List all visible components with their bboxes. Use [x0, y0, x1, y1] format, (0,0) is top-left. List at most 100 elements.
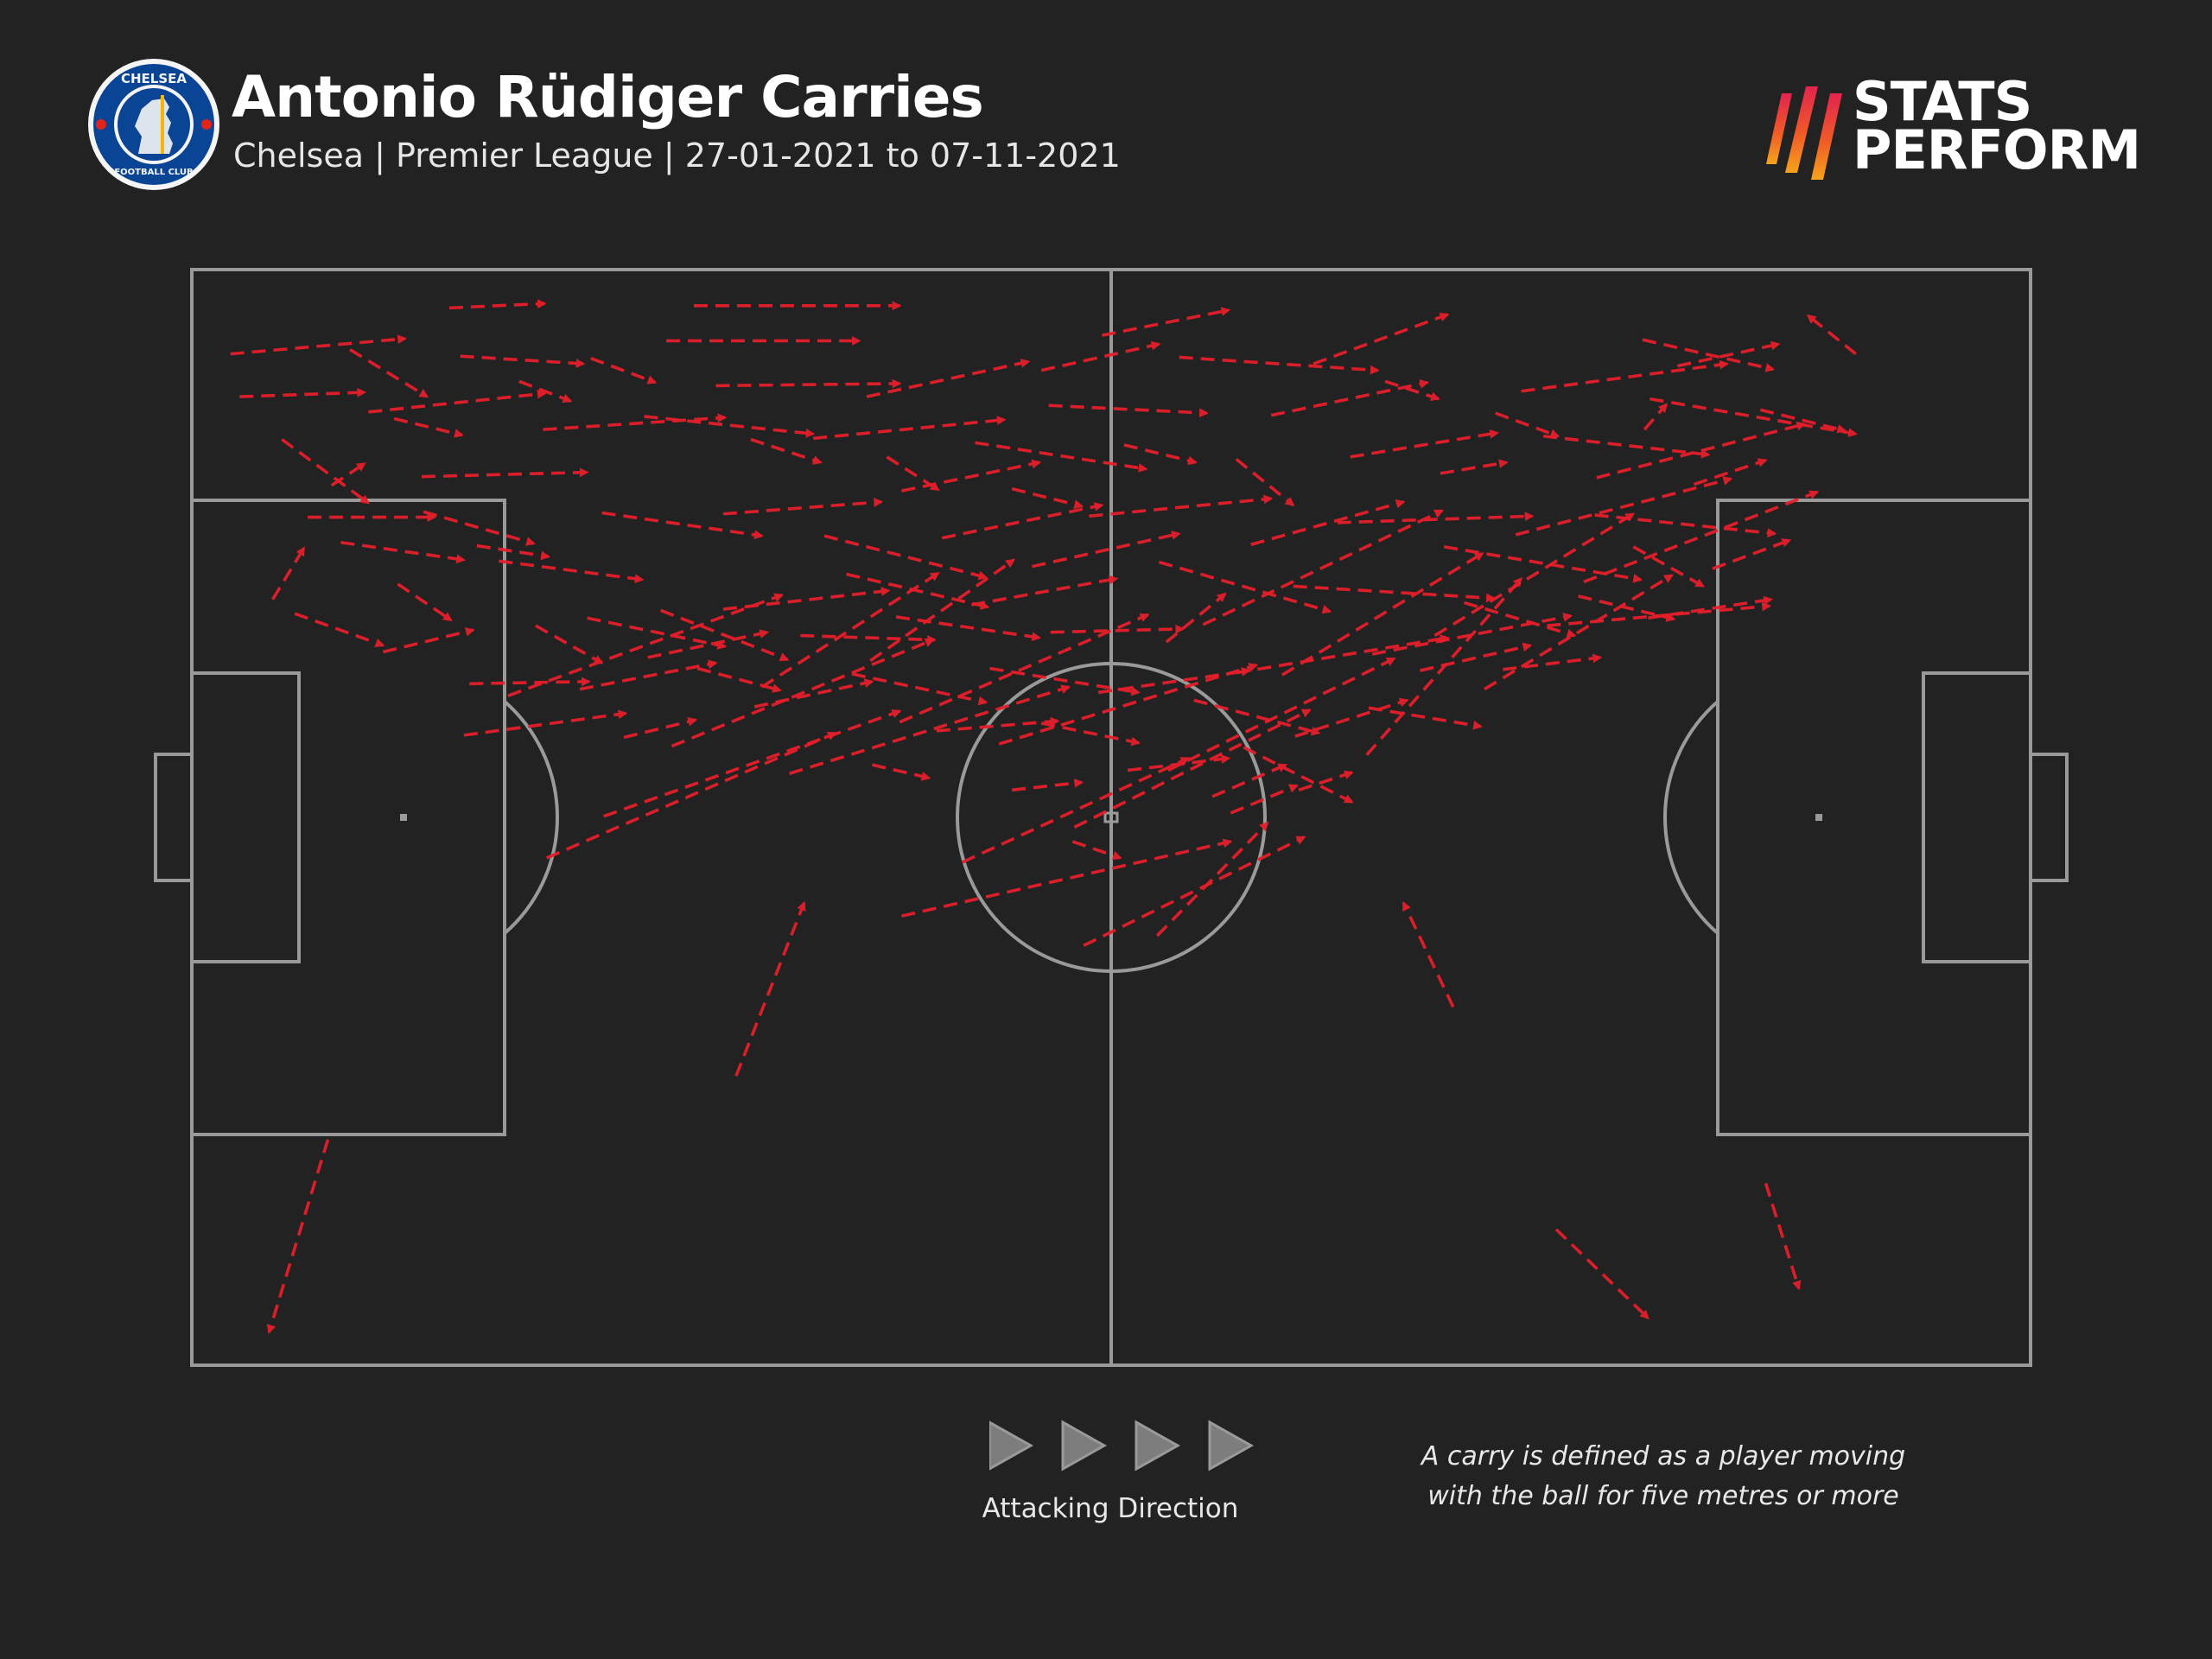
- carry-arrow: [1337, 512, 1535, 524]
- carry-arrow: [601, 511, 764, 540]
- brand-line-2: PERFORM: [1853, 118, 2141, 181]
- carry-arrow: [421, 467, 589, 479]
- carry-arrow: [823, 534, 988, 581]
- carry-arrow: [1596, 421, 1807, 480]
- carry-arrow: [1677, 340, 1781, 368]
- carry-arrow: [393, 416, 464, 438]
- carry-arrow: [397, 582, 453, 622]
- carry-arrow: [1642, 338, 1776, 372]
- centre-spot: [1103, 811, 1119, 823]
- carry-definition-note: A carry is defined as a player moving wi…: [1370, 1437, 1957, 1516]
- page-title: Antonio Rüdiger Carries: [232, 64, 984, 130]
- carry-arrow: [535, 624, 604, 664]
- carry-arrow: [750, 437, 823, 465]
- carry-arrow: [975, 441, 1148, 473]
- carry-arrow: [1350, 429, 1500, 459]
- carry-arrow: [423, 510, 536, 546]
- carry-arrow: [499, 559, 645, 584]
- penalty-box-right: [1716, 499, 2032, 1136]
- carry-arrow: [543, 413, 728, 431]
- carry-arrow: [1554, 1228, 1649, 1319]
- goal-right: [2029, 753, 2069, 882]
- carry-arrow: [1236, 634, 1450, 675]
- stats-perform-logo-icon: [1763, 86, 1849, 181]
- carry-arrow: [901, 459, 1042, 493]
- penalty-spot-left: [400, 814, 407, 821]
- definition-line-2: with the ball for five metres or more: [1427, 1481, 1899, 1511]
- carry-arrow: [970, 575, 1119, 607]
- carry-arrow: [587, 616, 728, 650]
- carry-arrow: [1384, 379, 1440, 402]
- carry-arrow: [271, 546, 306, 601]
- play-arrow-icon: [1135, 1420, 1181, 1471]
- carry-arrow: [1040, 721, 1141, 747]
- definition-line-1: A carry is defined as a player moving: [1421, 1441, 1906, 1471]
- page-subtitle: Chelsea | Premier League | 27-01-2021 to…: [233, 137, 1121, 175]
- carry-arrow: [1632, 545, 1706, 588]
- carry-arrow: [846, 572, 990, 610]
- carry-arrow: [1694, 458, 1768, 486]
- carry-arrow: [961, 756, 1191, 864]
- carry-arrow: [1158, 560, 1332, 614]
- carry-arrow: [1484, 574, 1674, 691]
- carry-arrow: [722, 498, 884, 516]
- carry-arrow: [1594, 513, 1777, 538]
- carry-arrow: [1179, 355, 1380, 375]
- carry-arrow: [476, 543, 550, 561]
- carry-arrow: [1071, 840, 1122, 861]
- carry-arrow: [1011, 486, 1084, 510]
- carry-arrow: [1155, 821, 1269, 938]
- carry-arrow: [1165, 592, 1227, 644]
- carry-arrow: [1123, 443, 1198, 466]
- carry-arrow: [753, 678, 874, 709]
- attacking-direction-legend: Attacking Direction: [942, 1417, 1279, 1529]
- pitch-markings: [154, 268, 2069, 1367]
- carry-arrow: [800, 633, 937, 645]
- carry-arrow: [1048, 404, 1209, 418]
- carry-arrow: [463, 709, 628, 737]
- carry-arrow: [1759, 408, 1847, 434]
- carry-arrow: [1806, 314, 1857, 356]
- carry-arrow: [866, 359, 1031, 398]
- carry-arrow: [1521, 359, 1730, 393]
- crest-text-top: CHELSEA: [121, 71, 187, 86]
- carry-arrow: [869, 558, 1015, 663]
- carry-arrow: [1083, 836, 1306, 947]
- penalty-arc-right: [1663, 700, 1719, 935]
- carry-arrow: [1440, 459, 1509, 475]
- carry-arrow: [1578, 594, 1676, 622]
- carry-arrow: [1371, 613, 1573, 656]
- carry-arrow: [590, 357, 658, 385]
- carry-arrow: [623, 716, 698, 740]
- chart-header: CHELSEA FOOTBALL CLUB Antonio Rüdiger Ca…: [86, 52, 2141, 199]
- carry-arrow: [1032, 531, 1181, 569]
- pitch-carry-map: [147, 259, 2082, 1391]
- carry-arrow: [734, 900, 806, 1077]
- carry-arrow: [1298, 770, 1354, 792]
- carry-arrow: [1649, 397, 1858, 438]
- six-yard-box-right: [1922, 671, 2032, 963]
- carry-arrow: [382, 626, 475, 654]
- carry-arrow: [448, 299, 547, 310]
- carry-arrow: [1270, 379, 1430, 417]
- carry-arrow: [239, 387, 367, 398]
- carry-arrow: [1443, 545, 1643, 583]
- carry-arrow: [1011, 778, 1084, 792]
- carry-arrow: [1230, 784, 1299, 815]
- carry-arrow: [1495, 411, 1560, 438]
- carry-arrow: [349, 348, 429, 398]
- stats-perform-wordmark: STATS PERFORM: [1853, 75, 2141, 181]
- carry-arrow: [1097, 666, 1251, 695]
- carry-arrow: [659, 608, 790, 662]
- carry-arrow: [715, 378, 902, 389]
- carry-arrow: [294, 612, 385, 648]
- carry-arrow: [1281, 551, 1484, 677]
- carry-arrow: [1402, 900, 1455, 1008]
- carry-arrow: [1433, 512, 1636, 638]
- carry-arrow: [941, 502, 1104, 540]
- six-yard-box-left: [190, 671, 301, 963]
- crest-text-bottom: FOOTBALL CLUB: [114, 168, 193, 177]
- carry-arrow: [330, 461, 366, 487]
- carry-arrow: [644, 415, 816, 438]
- carry-arrow: [1542, 434, 1711, 459]
